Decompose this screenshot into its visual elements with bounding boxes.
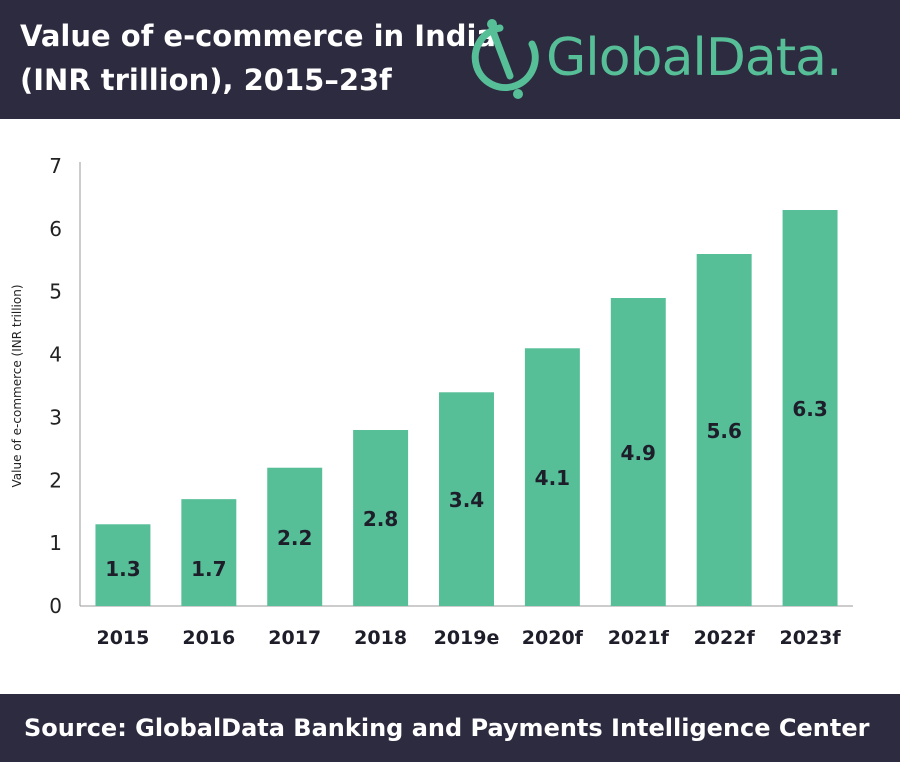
bar-2018 <box>353 430 409 606</box>
footer-banner: Source: GlobalData Banking and Payments … <box>0 694 900 762</box>
chart-title-line-1: Value of e-commerce in India <box>20 19 496 53</box>
data-label-2019e: 3.4 <box>449 488 484 512</box>
x-tick-label: 2022f <box>694 627 756 649</box>
x-tick-label: 2023f <box>779 627 841 649</box>
data-label-2017: 2.2 <box>277 526 312 550</box>
bar-2022f <box>696 254 752 606</box>
data-label-2020f: 4.1 <box>535 466 570 490</box>
bar-2023f <box>782 210 838 606</box>
bar-2015 <box>95 524 151 606</box>
chart-area: 0 1 2 3 4 5 6 7 Value of e-commerce (INR trillio… <box>0 140 900 670</box>
data-label-2016: 1.7 <box>191 557 226 581</box>
bar-2016 <box>181 499 237 606</box>
globaldata-logo-text: GlobalData. <box>546 28 843 88</box>
bar-chart: 0 1 2 3 4 5 6 7 Value of e-commerce (INR trillio… <box>10 154 853 649</box>
header-banner: Value of e-commerce in India (INR trilli… <box>0 0 900 119</box>
data-label-2018: 2.8 <box>363 507 398 531</box>
globaldata-logo-icon <box>471 19 539 99</box>
y-axis-label: Value of e-commerce (INR trillion) <box>10 285 24 488</box>
globaldata-logo: GlobalData. <box>466 14 886 104</box>
y-tick-label: 2 <box>49 468 62 492</box>
bar-2021f <box>610 298 666 606</box>
data-label-2022f: 5.6 <box>706 419 741 443</box>
x-tick-label: 2017 <box>268 627 321 649</box>
data-label-2015: 1.3 <box>105 557 140 581</box>
x-tick-label: 2020f <box>522 627 584 649</box>
chart-title-line-2: (INR trillion), 2015–23f <box>20 63 392 97</box>
bar-2019e <box>439 392 494 606</box>
x-tick-label: 2019e <box>434 627 500 649</box>
y-tick-label: 7 <box>49 154 62 178</box>
y-tick-label: 1 <box>49 531 62 555</box>
bar-2020f <box>524 348 580 606</box>
x-tick-label: 2016 <box>182 627 235 649</box>
source-note: Source: GlobalData Banking and Payments … <box>24 714 870 742</box>
bar-2017 <box>267 467 323 606</box>
y-tick-label: 5 <box>49 280 62 304</box>
x-tick-label: 2021f <box>608 627 670 649</box>
x-tick-label: 2018 <box>354 627 407 649</box>
data-label-2021f: 4.9 <box>621 441 656 465</box>
y-tick-label: 0 <box>49 594 62 618</box>
chart-title: Value of e-commerce in India (INR trilli… <box>20 14 496 102</box>
y-tick-label: 3 <box>49 405 62 429</box>
y-tick-label: 4 <box>49 343 62 367</box>
y-tick-label: 6 <box>49 217 62 241</box>
x-tick-label: 2015 <box>96 627 149 649</box>
data-label-2023f: 6.3 <box>792 397 827 421</box>
